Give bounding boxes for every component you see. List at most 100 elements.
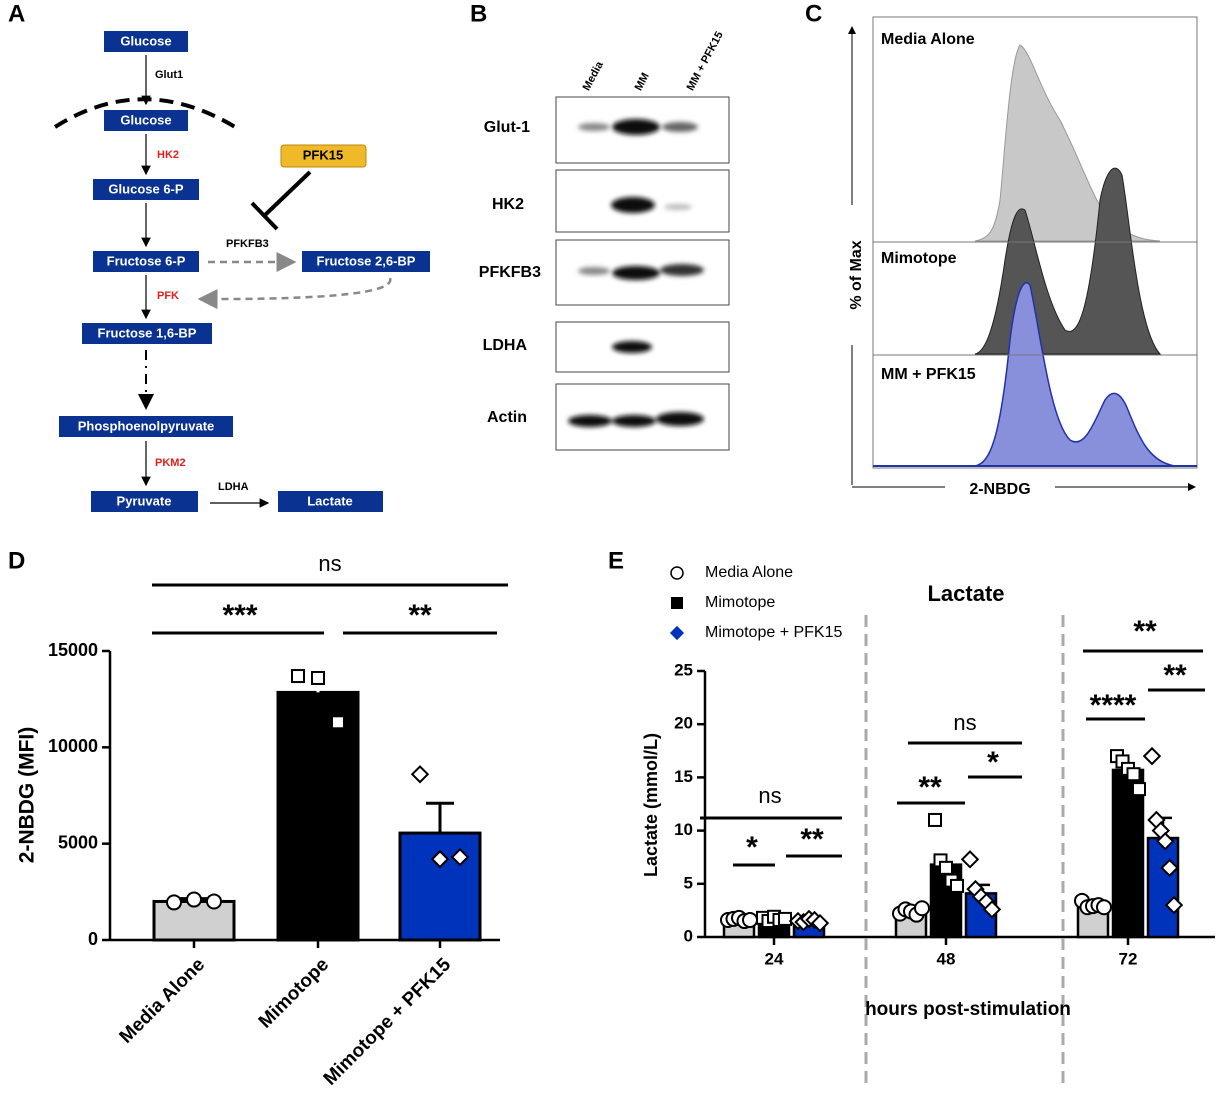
node: Glucose xyxy=(104,31,188,52)
band xyxy=(662,122,698,132)
enzyme-label: PKM2 xyxy=(155,457,186,469)
point xyxy=(166,894,182,911)
y-tick-label: 20 xyxy=(674,714,693,733)
sig-label: ns xyxy=(318,551,341,576)
y-tick-label: 0 xyxy=(684,926,693,945)
axis-label: Lactate (mmol/L) xyxy=(641,733,661,877)
sig-label: * xyxy=(746,831,758,864)
blot-frame xyxy=(555,169,730,233)
flow-histograms: Media Alone Mimotope MM + PFK15 % of Max… xyxy=(848,16,1198,498)
enzyme-label: PFKFB3 xyxy=(226,238,269,250)
x-tick-label: 48 xyxy=(937,949,956,968)
blot-frame xyxy=(555,321,730,373)
point xyxy=(430,849,450,869)
node: Glucose xyxy=(104,110,188,131)
histogram xyxy=(974,282,1176,467)
row-label: Actin xyxy=(487,409,527,426)
chart-title: Lactate xyxy=(927,581,1004,606)
panel-letter: A xyxy=(8,0,25,27)
band xyxy=(578,267,610,275)
lane-label: MM + PFK15 xyxy=(685,30,726,93)
node-label: Fructose 1,6-BP xyxy=(98,325,197,340)
sig-label: ** xyxy=(1163,659,1187,692)
dashed-arrow xyxy=(197,277,392,310)
band xyxy=(568,415,612,427)
point xyxy=(206,893,222,910)
blot-frame xyxy=(555,383,730,451)
axis-label: 2-NBDG xyxy=(969,481,1030,498)
western-blot: Media MM MM + PFK15 Glut-1 HK2 PFKFB3 LD… xyxy=(479,30,730,451)
lane-label: MM xyxy=(633,71,652,93)
inhibitor-box xyxy=(280,144,367,168)
band xyxy=(660,264,704,276)
point xyxy=(778,911,792,926)
legend-label: Media Alone xyxy=(705,564,793,581)
x-tick-label: 24 xyxy=(765,949,784,968)
node: Fructose 6-P xyxy=(93,251,199,272)
node-label: Phosphoenolpyruvate xyxy=(78,418,215,433)
x-tick-label: Mimotope + PFK15 xyxy=(320,954,456,1090)
sig-label: ns xyxy=(758,783,781,808)
bar xyxy=(1111,768,1145,939)
point xyxy=(1156,832,1175,851)
panel-letter: E xyxy=(608,547,624,574)
inhibit-line xyxy=(262,170,312,218)
panel-letter: C xyxy=(805,0,822,27)
point xyxy=(950,878,964,893)
enzyme-label: PFK xyxy=(157,290,179,302)
band xyxy=(656,412,704,426)
sig-label: ns xyxy=(953,710,976,735)
band xyxy=(611,197,655,213)
band xyxy=(578,123,610,131)
x-tick-label: Mimotope xyxy=(255,954,333,1032)
sig-label: *** xyxy=(222,599,257,632)
bar xyxy=(398,831,482,942)
y-tick-label: 5 xyxy=(684,873,693,892)
point xyxy=(1142,746,1162,766)
node-label: Glucose xyxy=(120,112,171,127)
x-tick-label: Media Alone xyxy=(116,954,209,1047)
point xyxy=(982,900,1002,919)
sig-label: ** xyxy=(918,771,942,804)
sample-label: Media Alone xyxy=(881,31,975,48)
bar xyxy=(276,690,360,942)
x-tick-label: 72 xyxy=(1119,949,1138,968)
charts: 0 5000 10000 15000 2-NBDG (MFI) Media Alone Mi… xyxy=(16,551,1215,1090)
point xyxy=(291,669,305,684)
point xyxy=(186,891,202,908)
point xyxy=(1160,858,1179,878)
band xyxy=(612,266,660,280)
y-tick-label: 15000 xyxy=(48,640,98,660)
point xyxy=(1126,767,1141,782)
sig-label: ** xyxy=(1133,615,1157,648)
inhibitor-label: PFK15 xyxy=(303,147,343,162)
panel-letters: A B C D E xyxy=(8,0,822,574)
point xyxy=(1132,782,1146,797)
blot-frame xyxy=(555,239,730,306)
node: Glucose 6-P xyxy=(93,179,199,200)
point xyxy=(914,900,930,917)
point xyxy=(450,847,470,867)
band xyxy=(664,204,692,210)
node: Lactate xyxy=(278,491,383,512)
axis-label: 2-NBDG (MFI) xyxy=(16,727,39,863)
node-label: Fructose 2,6-BP xyxy=(317,253,416,268)
enzyme-label: Glut1 xyxy=(155,69,183,81)
band xyxy=(612,119,660,135)
sig-label: **** xyxy=(1090,689,1137,722)
bar xyxy=(1146,836,1180,939)
node: Pyruvate xyxy=(91,491,198,512)
panel-letter: D xyxy=(8,547,25,574)
band xyxy=(612,415,656,427)
node: Fructose 2,6-BP xyxy=(302,251,430,272)
point xyxy=(1096,899,1112,916)
band xyxy=(612,341,652,353)
point xyxy=(1164,895,1184,915)
row-label: HK2 xyxy=(492,196,524,213)
node-label: Lactate xyxy=(307,493,353,508)
legend-marker xyxy=(670,566,684,580)
histogram xyxy=(974,44,1161,242)
node: Phosphoenolpyruvate xyxy=(59,416,233,437)
pathway: Glucose Glucose Glucose 6-P Fructose 6-P… xyxy=(53,31,430,512)
